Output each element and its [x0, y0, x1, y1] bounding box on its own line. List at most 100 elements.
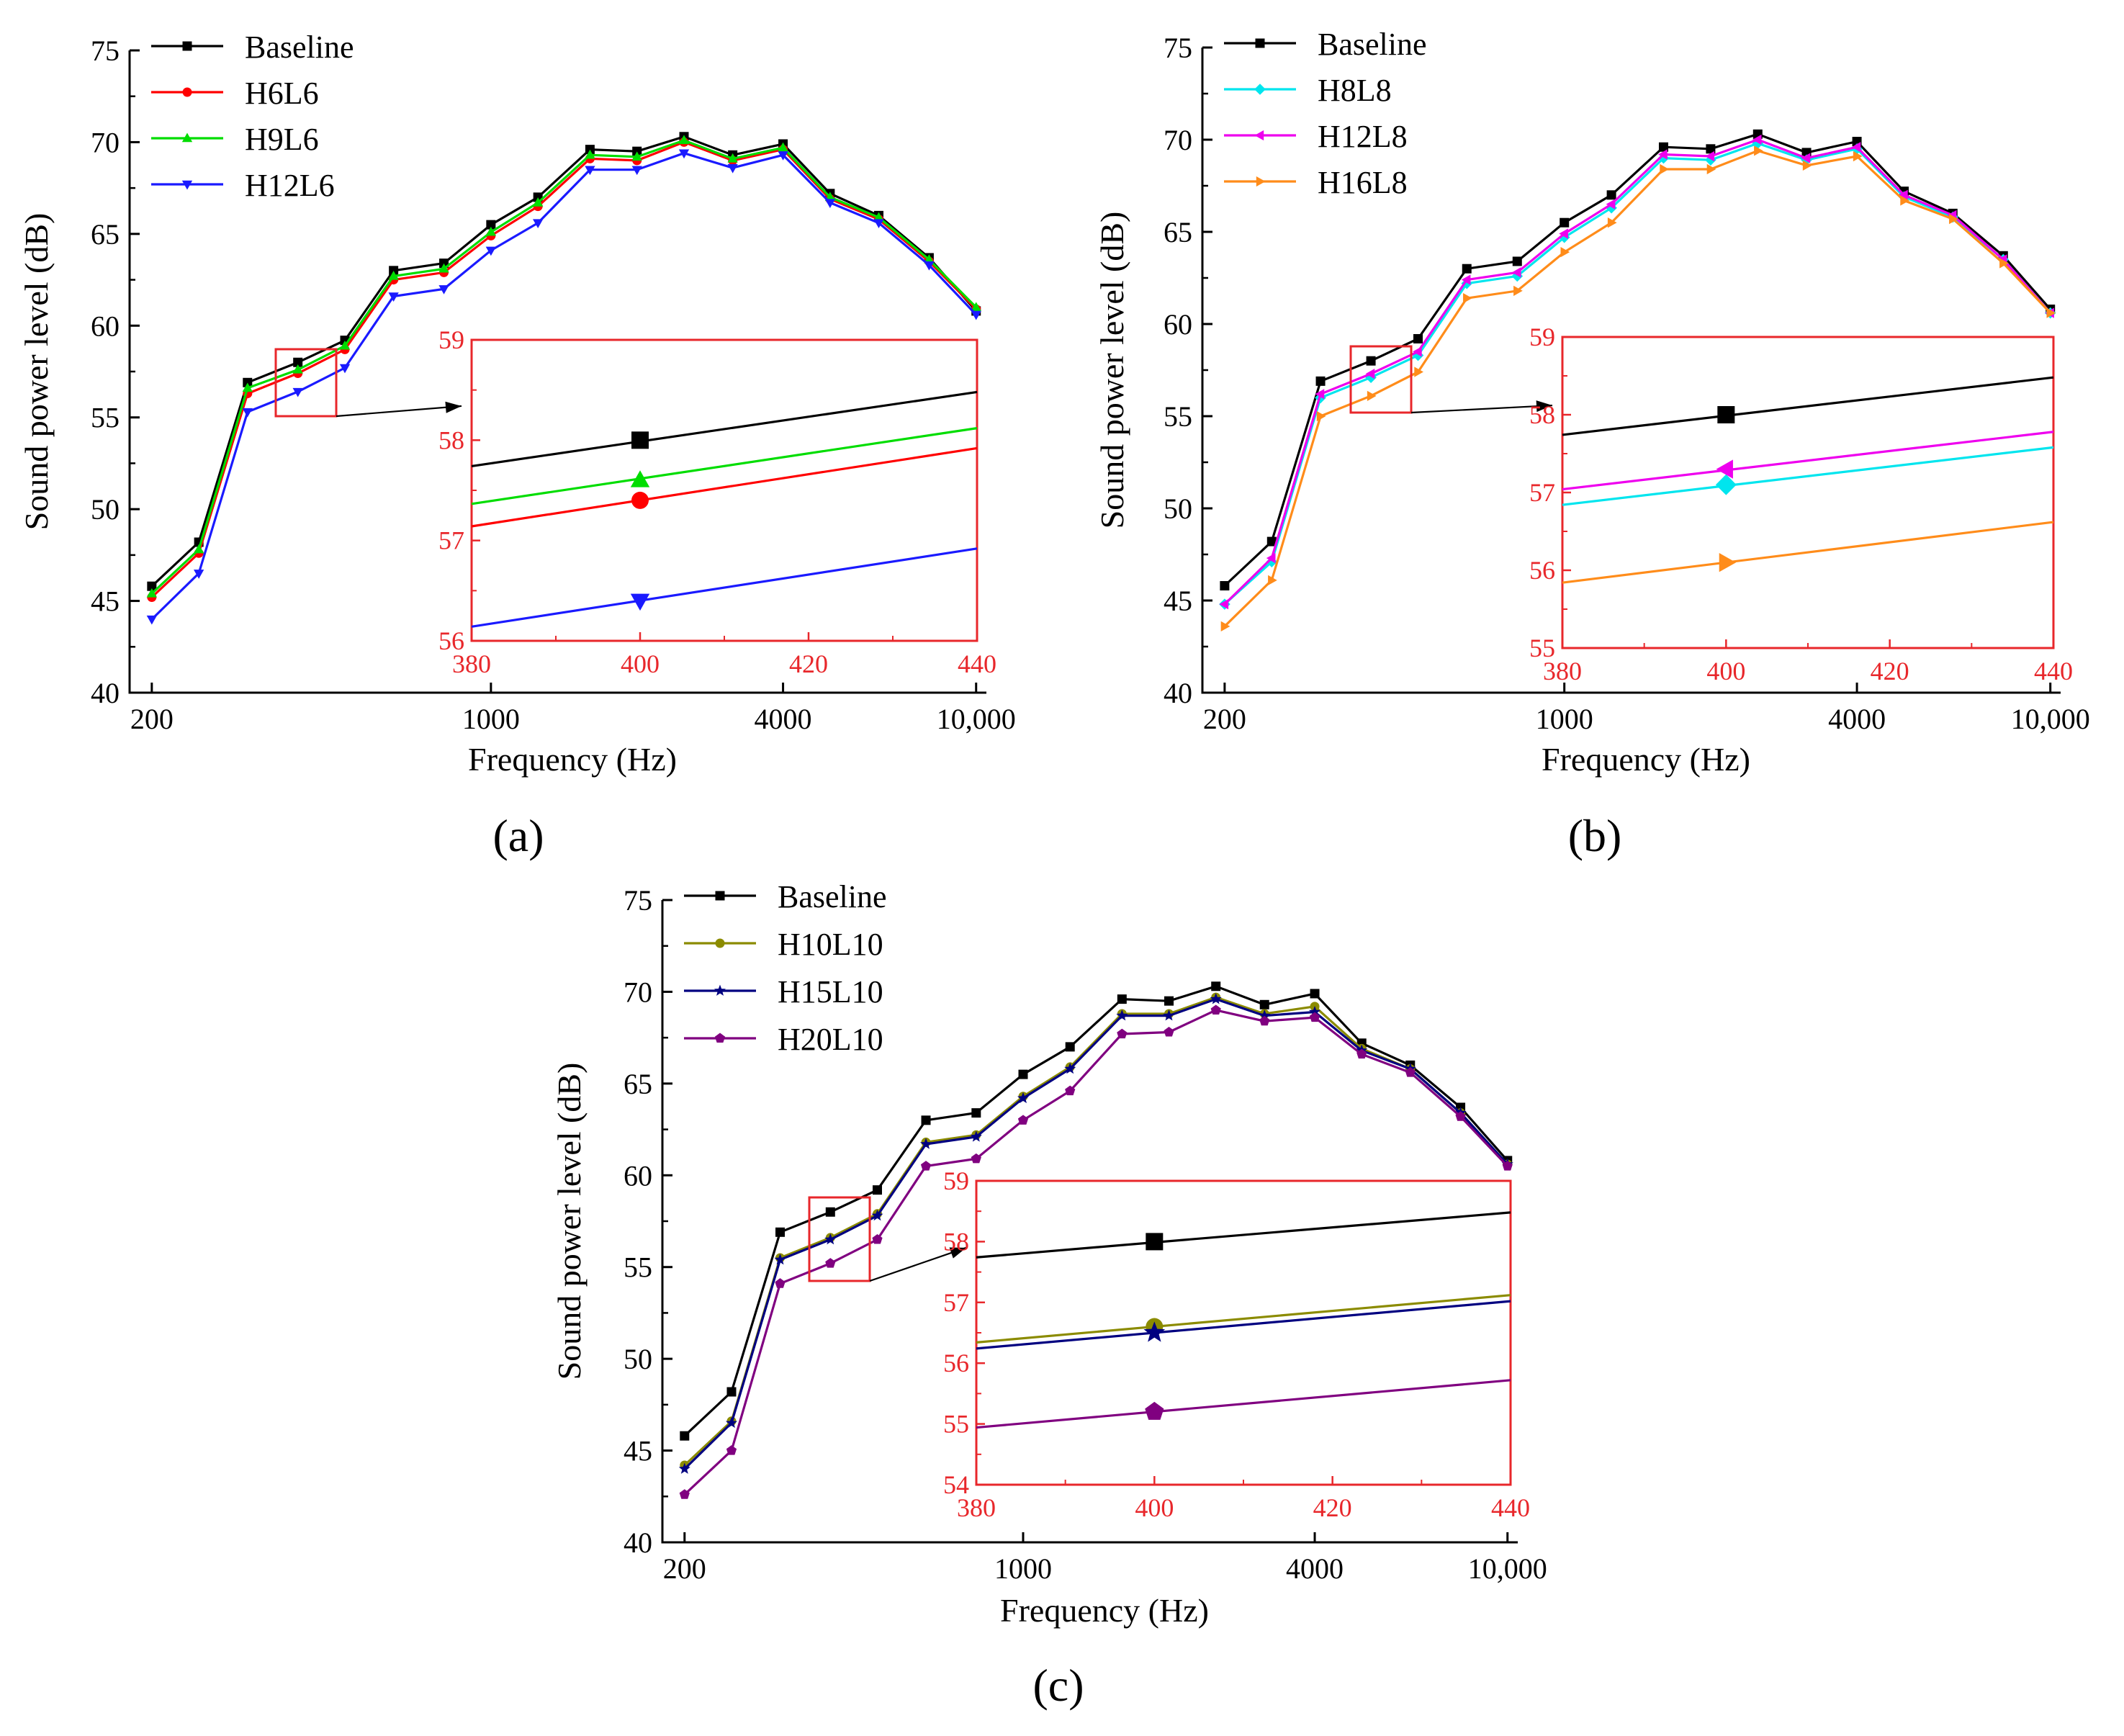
data-point: [1706, 144, 1716, 154]
panel-label: (b): [1568, 810, 1622, 861]
inset-x-tick-label: 380: [1543, 657, 1582, 685]
inset-data-point: [1146, 1233, 1164, 1251]
data-point: [971, 1108, 981, 1118]
data-point: [1220, 621, 1230, 631]
data-point: [1220, 581, 1230, 591]
series-H12L8: [1219, 134, 2054, 610]
legend-entry-H12L8: H12L8: [1318, 119, 1408, 154]
inset-x-tick-label: 440: [2034, 657, 2073, 685]
inset-x-tick-label: 380: [957, 1493, 996, 1522]
legend: Baseline H8L8 H12L8 H16L8: [1224, 27, 1427, 200]
legend-swatch-marker: [1254, 130, 1264, 141]
data-point: [193, 570, 204, 579]
data-point: [824, 1233, 837, 1245]
series-line: [1223, 138, 2051, 606]
series-H16L8: [1220, 145, 2056, 631]
inset-x-tick-label: 440: [1491, 1493, 1530, 1522]
legend-entry-H15L10: H15L10: [778, 974, 883, 1009]
data-point: [1210, 993, 1222, 1004]
y-tick-label: 70: [1164, 124, 1192, 156]
inset-data-point: [631, 491, 649, 509]
data-point: [146, 615, 157, 625]
data-point: [631, 151, 642, 161]
data-point: [1117, 994, 1127, 1004]
data-point: [726, 1445, 737, 1455]
inset-series-line: [976, 1294, 1511, 1344]
data-point: [971, 302, 981, 311]
data-point: [678, 135, 690, 145]
data-point: [824, 199, 836, 209]
legend-swatch-marker: [715, 938, 725, 948]
panel-label: (c): [1032, 1660, 1084, 1711]
legend-swatch-marker: [1256, 176, 1266, 187]
series-line: [683, 1009, 1508, 1496]
data-point: [146, 588, 157, 598]
inset-data-point: [1717, 406, 1735, 423]
data-point: [1801, 153, 1811, 163]
data-point: [1413, 333, 1423, 343]
data-point: [193, 544, 204, 554]
data-point: [1455, 1111, 1466, 1121]
legend-swatch-marker: [182, 87, 192, 97]
data-point: [1607, 217, 1617, 228]
inset-plot: 56 57 58 59 380 400 420 440: [438, 325, 996, 678]
data-point: [1366, 356, 1376, 366]
series-line: [1223, 149, 2051, 627]
x-tick-label: 200: [130, 703, 174, 735]
data-point: [1315, 376, 1326, 386]
data-point: [1657, 152, 1670, 164]
data-point: [1851, 142, 1861, 153]
zoom-box: [274, 348, 338, 418]
data-point: [389, 266, 399, 276]
data-point: [1367, 390, 1377, 401]
data-point: [1064, 1063, 1076, 1074]
data-point: [1210, 1004, 1221, 1015]
data-point: [1754, 145, 1763, 156]
data-point: [872, 1185, 882, 1195]
inset-x-tick-label: 400: [1135, 1493, 1174, 1522]
data-point: [1462, 264, 1472, 274]
data-point: [871, 1209, 883, 1221]
inset-series-line: [471, 390, 978, 467]
y-tick-label: 45: [1164, 585, 1192, 617]
legend: Baseline H6L6 H9L6 H12L6: [151, 30, 354, 203]
inset-series-line: [1562, 521, 2054, 584]
data-point: [1502, 1161, 1513, 1171]
legend-swatch-marker: [181, 180, 193, 190]
data-point: [585, 166, 595, 176]
data-point: [775, 1278, 786, 1288]
data-point: [1117, 1028, 1128, 1039]
zoom-box: [808, 1196, 871, 1282]
data-point: [1017, 1092, 1030, 1104]
y-tick-label: 40: [624, 1526, 652, 1559]
inset-series-Baseline: [1562, 376, 2054, 436]
x-tick-label: 4000: [1286, 1552, 1344, 1585]
y-tick-label: 60: [91, 310, 120, 342]
data-point: [1065, 1042, 1075, 1052]
data-point: [1511, 270, 1524, 282]
inset-series-Baseline: [471, 390, 978, 467]
data-point: [485, 226, 497, 236]
inset-series-H12L6: [471, 547, 978, 628]
data-point: [1752, 134, 1762, 145]
x-tick-label: 200: [1203, 703, 1246, 735]
data-point: [631, 166, 642, 176]
y-tick-label: 45: [624, 1435, 652, 1467]
data-point: [339, 364, 351, 374]
inset-series-Baseline: [976, 1211, 1511, 1259]
legend-entry-H10L10: H10L10: [778, 927, 883, 962]
inset-series-H8L8: [1562, 446, 2054, 506]
inset-series-H15L10: [976, 1300, 1511, 1350]
y-tick-label: 75: [1164, 32, 1192, 64]
legend-swatch-marker: [182, 41, 192, 51]
zoom-arrow-head: [445, 401, 462, 413]
data-point: [485, 246, 497, 256]
data-point: [1999, 258, 2009, 269]
data-point: [1705, 150, 1715, 162]
inset-data-point: [630, 593, 650, 611]
inset-y-tick-label: 58: [438, 426, 464, 454]
inset-data-point: [1719, 553, 1737, 572]
x-axis-title: Frequency (Hz): [468, 741, 677, 778]
data-point: [727, 163, 738, 174]
data-point: [1461, 274, 1471, 285]
